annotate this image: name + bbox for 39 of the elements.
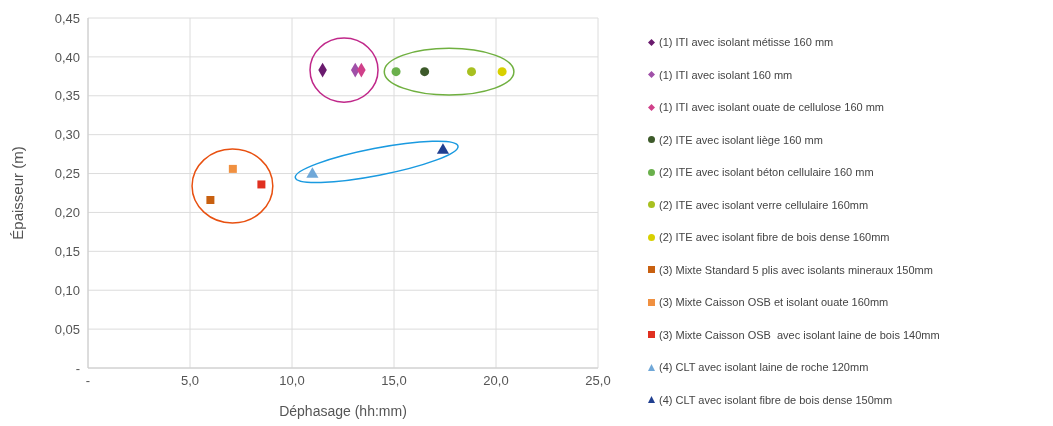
- point: [391, 67, 401, 77]
- legend-label: (3) Mixte Caisson OSB avec isolant laine de bois 140mm: [659, 328, 940, 341]
- x-tick-label: 5,0: [180, 373, 200, 389]
- y-tick-label: 0,45: [54, 10, 80, 26]
- legend-label: (2) ITE avec isolant béton cellulaire 160 mm: [659, 166, 874, 179]
- y-tick-label: 0,20: [54, 205, 80, 221]
- legend-label: (1) ITI avec isolant ouate de cellulose 160 mm: [659, 101, 885, 114]
- x-tick-label: -: [85, 373, 91, 389]
- y-tick-label: 0,40: [54, 49, 80, 65]
- legend-label: (1) ITI avec isolant 160 mm: [659, 68, 793, 81]
- x-tick-label: 10,0: [279, 373, 305, 389]
- point: [420, 67, 430, 77]
- legend-label: (1) ITI avec isolant métisse 160 mm: [659, 36, 834, 49]
- point: [497, 67, 507, 77]
- x-tick-label: 15,0: [381, 373, 407, 389]
- y-tick-label: 0,05: [54, 321, 80, 337]
- y-tick-label: 0,15: [54, 243, 80, 259]
- y-tick-label: 0,35: [54, 88, 80, 104]
- y-tick-label: -: [75, 360, 80, 376]
- point: [257, 180, 266, 189]
- y-tick-label: 0,10: [54, 282, 80, 298]
- legend-label: (2) ITE avec isolant verre cellulaire 160mm: [659, 198, 869, 211]
- y-axis-title: Épaisseur (m): [9, 146, 27, 240]
- legend-label: (3) Mixte Standard 5 plis avec isolants mineraux 150mm: [659, 263, 933, 276]
- point: [228, 164, 237, 173]
- x-axis-title: Déphasage (hh:mm): [279, 403, 407, 419]
- legend-label: (2) ITE avec isolant fibre de bois dense 160mm: [659, 231, 890, 244]
- x-tick-label: 25,0: [585, 373, 611, 389]
- legend-label: (4) CLT avec isolant fibre de bois dense 150mm: [659, 393, 893, 406]
- point: [436, 143, 450, 154]
- legend-label: (3) Mixte Caisson OSB et isolant ouate 160mm: [659, 296, 889, 309]
- legend-label: (4) CLT avec isolant laine de roche 120mm: [659, 361, 869, 374]
- legend-label: (2) ITE avec isolant liège 160 mm: [659, 133, 823, 146]
- y-tick-label: 0,25: [54, 166, 80, 182]
- point: [306, 167, 319, 178]
- point: [206, 196, 215, 204]
- x-tick-label: 20,0: [483, 373, 509, 389]
- point: [467, 67, 477, 77]
- y-tick-label: 0,30: [54, 127, 80, 143]
